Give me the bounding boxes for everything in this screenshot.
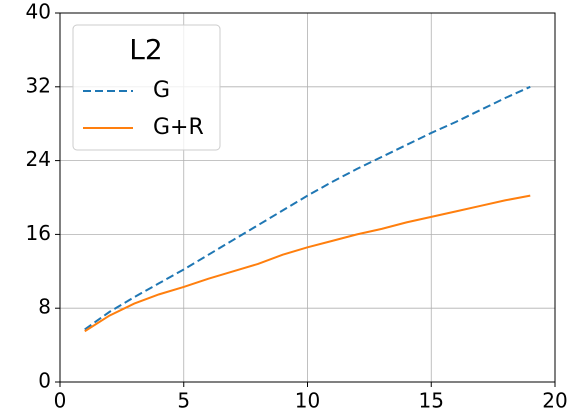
y-tick-label: 32: [26, 73, 51, 97]
legend: L2 G G+R: [72, 24, 221, 151]
legend-label: G+R: [153, 115, 204, 140]
legend-title: L2: [129, 33, 162, 66]
x-tick-label: 15: [419, 389, 444, 413]
line-series: [84, 85, 531, 331]
x-tick-label: 10: [295, 389, 320, 413]
legend-box: [72, 24, 221, 151]
y-tick-label: 40: [26, 0, 51, 24]
y-tick-label: 0: [38, 369, 51, 393]
y-tick-label: 24: [26, 147, 51, 171]
line-series: [84, 194, 531, 333]
x-tick-label: 0: [54, 389, 67, 413]
x-tick-label: 20: [542, 389, 567, 413]
legend-label: G: [153, 78, 170, 103]
y-tick-label: 16: [26, 221, 51, 245]
plot-frame: [59, 12, 556, 383]
y-tick-label: 8: [38, 295, 51, 319]
x-tick-label: 5: [177, 389, 190, 413]
